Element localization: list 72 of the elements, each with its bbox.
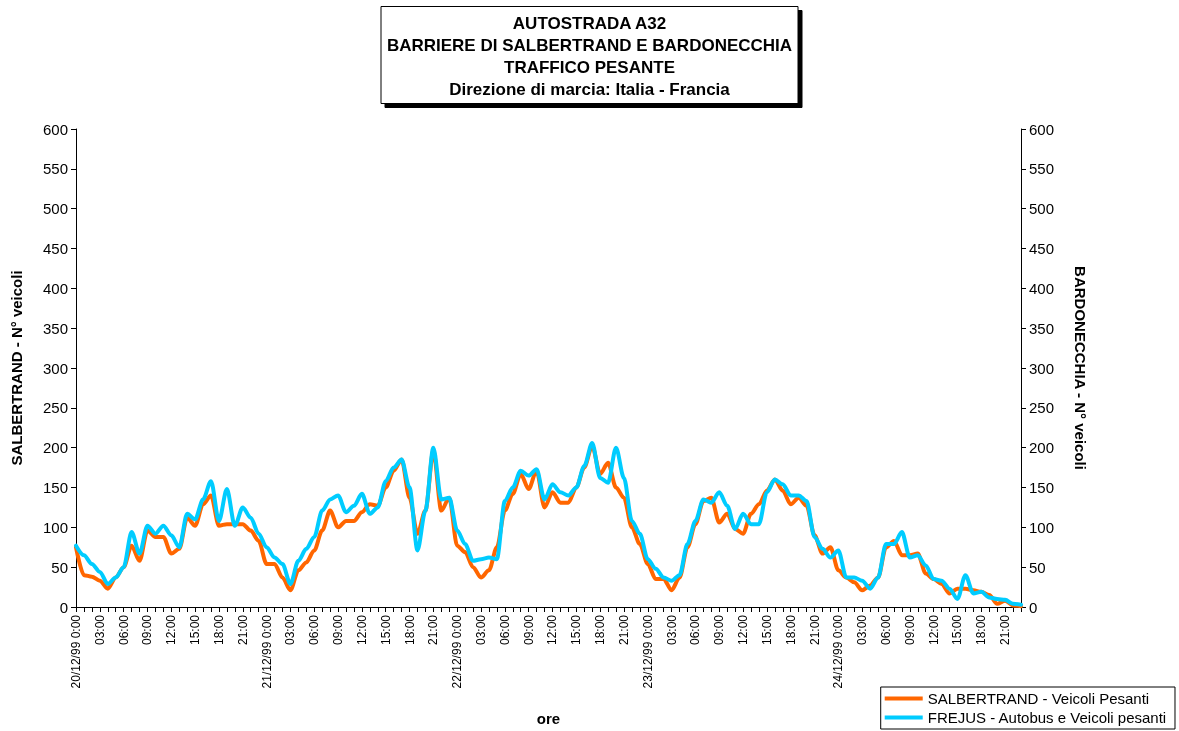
x-tick-label: 24/12/99 0:00 (831, 614, 846, 689)
y-tick-label: 550 (42, 160, 68, 178)
y-tick-label: 500 (42, 200, 68, 218)
x-tick-label: 12:00 (926, 614, 941, 646)
x-tick-label: 15:00 (569, 614, 584, 646)
y2-tick-label: 500 (1029, 200, 1055, 218)
x-tick-label: 09:00 (521, 614, 536, 646)
y-tick-label: 50 (51, 558, 68, 576)
y-tick-label: 250 (42, 399, 68, 417)
x-tick-label: 21:00 (998, 614, 1013, 646)
legend-label: FREJUS - Autobus e Veicoli pesanti (927, 709, 1167, 726)
y-tick-label: 350 (42, 319, 68, 337)
x-tick-label: 03:00 (283, 614, 298, 646)
x-tick-label: 18:00 (211, 614, 226, 646)
y-tick-label: 400 (42, 279, 68, 297)
x-tick-label: 21:00 (616, 614, 631, 646)
y2-tick-label: 150 (1029, 479, 1055, 496)
y2-tick-label: 200 (1029, 439, 1055, 457)
y-tick-label: 150 (42, 479, 68, 496)
y-tick-label: 600 (42, 120, 68, 138)
y2-tick-label: 600 (1029, 120, 1055, 138)
x-tick-label: 09:00 (902, 614, 917, 646)
y-tick-label: 0 (59, 598, 68, 616)
x-tick-label: 06:00 (879, 614, 893, 646)
y-axis-title: SALBERTRAND - N° veicoli (8, 270, 25, 466)
x-tick-label: 09:00 (712, 614, 727, 646)
chart-title: AUTOSTRADA A32 BARRIERE DI SALBERTRAND E BARDONECCHIA TRAFFICO PESANTE Direzione di marcia: Italia - Francia (386, 13, 793, 99)
x-tick-label: 18:00 (783, 614, 798, 646)
y2-tick-label: 550 (1029, 160, 1055, 178)
x-tick-label: 06:00 (688, 614, 703, 646)
y2-tick-label: 250 (1029, 399, 1055, 417)
x-tick-label: 23/12/99 0:00 (640, 614, 655, 689)
x-tick-label: 15:00 (759, 614, 774, 646)
y-tick-label: 300 (42, 359, 68, 377)
x-tick-label: 15:00 (188, 614, 203, 646)
x-tick-label: 18:00 (974, 614, 989, 646)
y2-tick-label: 50 (1029, 558, 1046, 576)
y-tick-label: 200 (42, 439, 68, 457)
x-tick-label: 21:00 (235, 614, 250, 646)
x-tick-label: 21:00 (807, 614, 822, 646)
x-tick-label: 06:00 (497, 614, 512, 646)
y2-tick-label: 100 (1029, 518, 1055, 536)
y2-axis-title: BARDONECCHIA - N° veicoli (1072, 266, 1089, 470)
y-tick-label: 100 (42, 518, 68, 536)
x-tick-label: 18:00 (593, 614, 608, 646)
x-tick-label: 15:00 (378, 614, 393, 646)
x-tick-label: 03:00 (474, 614, 488, 646)
x-tick-label: 06:00 (307, 614, 322, 646)
x-tick-label: 18:00 (402, 614, 417, 646)
legend-label: SALBERTRAND - Veicoli Pesanti (927, 690, 1150, 707)
x-tick-label: 12:00 (736, 614, 751, 646)
y2-tick-label: 350 (1029, 319, 1055, 337)
x-tick-label: 03:00 (664, 614, 679, 646)
y2-tick-label: 300 (1029, 359, 1055, 377)
x-axis-title: ore (536, 710, 561, 727)
x-tick-label: 20/12/99 0:00 (69, 614, 83, 689)
x-tick-label: 22/12/99 0:00 (450, 614, 465, 689)
y2-tick-label: 400 (1029, 279, 1055, 297)
x-tick-label: 09:00 (331, 614, 346, 646)
x-tick-label: 09:00 (140, 614, 155, 646)
x-tick-label: 15:00 (950, 614, 965, 646)
x-tick-label: 12:00 (164, 614, 179, 646)
y2-tick-label: 450 (1029, 240, 1055, 257)
x-tick-label: 03:00 (855, 614, 870, 646)
x-tick-label: 06:00 (116, 614, 131, 646)
y-tick-label: 450 (42, 240, 68, 257)
x-tick-label: 12:00 (354, 614, 369, 646)
y2-tick-label: 0 (1029, 598, 1038, 616)
x-tick-label: 21/12/99 0:00 (259, 614, 274, 689)
x-tick-label: 12:00 (545, 614, 560, 646)
x-tick-label: 03:00 (92, 614, 107, 646)
x-tick-label: 21:00 (426, 614, 441, 646)
